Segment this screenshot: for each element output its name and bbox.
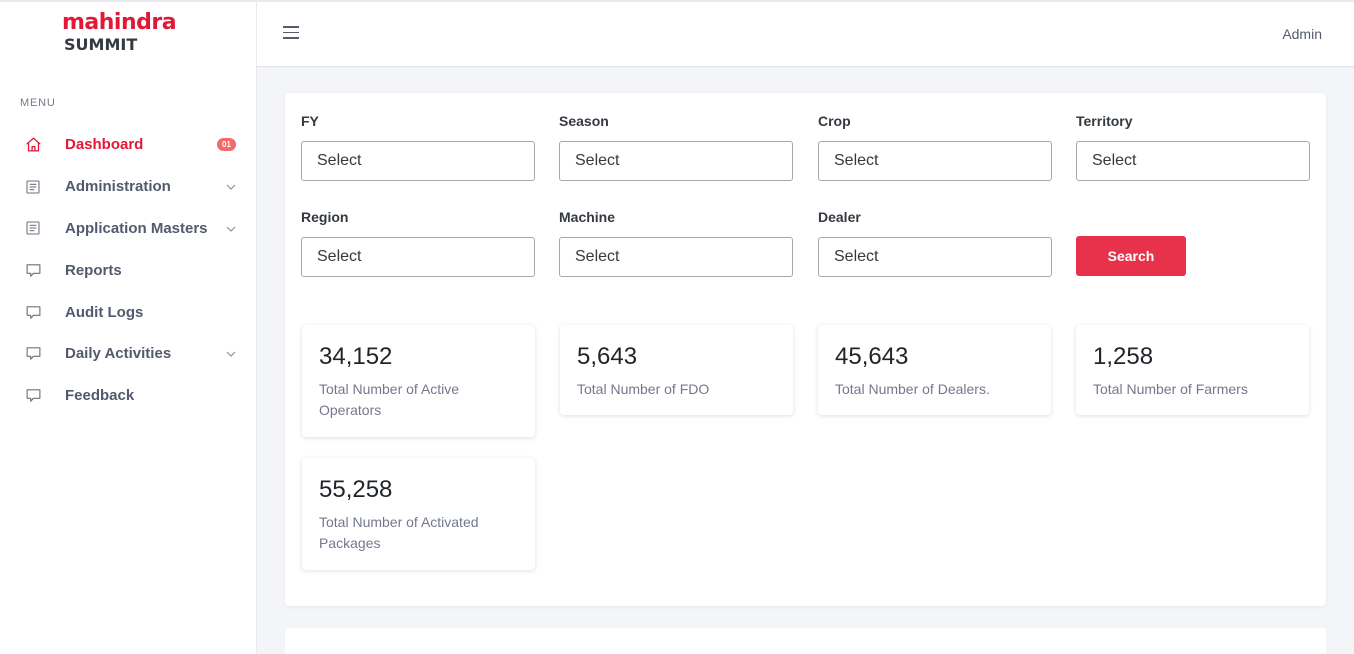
fy-label: FY [301, 113, 319, 129]
stat-label: Total Number of FDO [577, 381, 710, 397]
notification-badge: 01 [217, 138, 236, 151]
stat-card-farmers: 1,258 Total Number of Farmers [1076, 325, 1309, 415]
sidebar-item-reports[interactable]: Reports [0, 249, 256, 291]
stat-label: Total Number of Dealers. [835, 381, 990, 397]
dealer-filter: Dealer Select [818, 209, 1052, 277]
sidebar-item-dashboard[interactable]: Dashboard 01 [0, 124, 256, 166]
stat-card-activated-packages: 55,258 Total Number of Activated Package… [302, 458, 535, 570]
stat-value: 34,152 [319, 343, 393, 370]
chevron-down-icon[interactable] [225, 181, 237, 193]
territory-filter: Territory Select [1076, 113, 1310, 181]
region-label: Region [301, 209, 349, 225]
region-filter: Region Select [301, 209, 535, 277]
dashboard-card: FY Select Season Select Crop Select Terr… [285, 93, 1326, 606]
sidebar-item-label: Application Masters [65, 219, 208, 237]
sidebar: mahindra SUMMIT MENU Dashboard 01 Admini… [0, 2, 257, 654]
fy-filter: FY Select [301, 113, 535, 181]
sidebar-item-label: Audit Logs [65, 303, 144, 321]
territory-label: Territory [1076, 113, 1133, 129]
menu-toggle-icon[interactable] [283, 26, 299, 40]
chevron-down-icon[interactable] [225, 348, 237, 360]
machine-select[interactable]: Select [559, 237, 793, 277]
fy-select[interactable]: Select [301, 141, 535, 181]
stat-value: 45,643 [835, 343, 909, 370]
sidebar-item-label: Dashboard [65, 136, 144, 154]
top-header: Admin [257, 2, 1354, 67]
stat-value: 5,643 [577, 343, 638, 370]
stat-value: 55,258 [319, 476, 393, 503]
region-select[interactable]: Select [301, 237, 535, 277]
comment-icon [24, 303, 42, 321]
logo-wordmark: mahindra [62, 10, 177, 35]
top-border [0, 0, 1354, 2]
menu-title: MENU [20, 97, 56, 109]
stat-label: Total Number of Farmers [1093, 381, 1248, 397]
season-filter: Season Select [559, 113, 793, 181]
crop-select[interactable]: Select [818, 141, 1052, 181]
document-icon [24, 219, 42, 237]
stat-card-active-operators: 34,152 Total Number of Active Operators [302, 325, 535, 437]
crop-label: Crop [818, 113, 851, 129]
sidebar-nav: Dashboard 01 Administration Application … [0, 124, 256, 417]
machine-label: Machine [559, 209, 616, 225]
sidebar-item-feedback[interactable]: Feedback [0, 375, 256, 417]
user-menu[interactable]: Admin [1282, 26, 1322, 42]
season-select[interactable]: Select [559, 141, 793, 181]
comment-icon [24, 345, 42, 363]
crop-filter: Crop Select [818, 113, 1052, 181]
sidebar-item-application-masters[interactable]: Application Masters [0, 208, 256, 250]
sidebar-item-label: Administration [65, 178, 171, 196]
brand-logo[interactable]: mahindra SUMMIT [62, 12, 202, 58]
territory-select[interactable]: Select [1076, 141, 1310, 181]
comment-icon [24, 387, 42, 405]
secondary-card [285, 628, 1326, 654]
document-icon [24, 178, 42, 196]
sidebar-item-audit-logs[interactable]: Audit Logs [0, 291, 256, 333]
search-button[interactable]: Search [1076, 236, 1186, 276]
sidebar-item-daily-activities[interactable]: Daily Activities [0, 333, 256, 375]
dealer-label: Dealer [818, 209, 861, 225]
stat-label: Total Number of Activated Packages [319, 514, 479, 551]
comment-icon [24, 261, 42, 279]
stat-value: 1,258 [1093, 343, 1154, 370]
sidebar-item-label: Reports [65, 261, 122, 279]
sidebar-item-label: Daily Activities [65, 345, 172, 363]
stat-card-fdo: 5,643 Total Number of FDO [560, 325, 793, 415]
season-label: Season [559, 113, 609, 129]
home-icon [24, 136, 42, 154]
machine-filter: Machine Select [559, 209, 793, 277]
logo-subtitle: SUMMIT [64, 35, 138, 54]
stat-label: Total Number of Active Operators [319, 381, 460, 418]
chevron-down-icon[interactable] [225, 223, 237, 235]
sidebar-item-label: Feedback [65, 387, 135, 405]
sidebar-item-administration[interactable]: Administration [0, 166, 256, 208]
stat-card-dealers: 45,643 Total Number of Dealers. [818, 325, 1051, 415]
dealer-select[interactable]: Select [818, 237, 1052, 277]
